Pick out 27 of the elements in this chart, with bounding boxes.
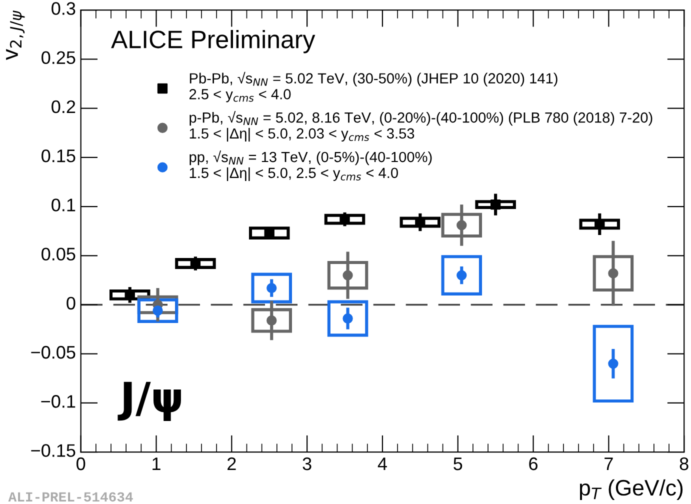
x-tick-label: 5 — [454, 458, 462, 470]
legend-label: p-Pb, √s$_{NN}$ = 5.02, 8.16 TeV, (0-20%)-(40-100%) (PLB 780 (2018) 7-20) 1.5 < |Δη| < 5.0, 2.03 < y$_{cms}$ < 3.53 — [190, 111, 652, 142]
x-tick-label: 2 — [228, 457, 236, 470]
y-tick-label: 0.2 — [52, 100, 76, 114]
y-tick-label: 0 — [66, 296, 76, 310]
text: ALI-PREL-514634 — [8, 492, 133, 502]
x-tick-label: 3 — [302, 457, 312, 470]
y-tick-label: 0.15 — [42, 149, 76, 162]
y-tick-label: −0.1 — [41, 395, 76, 408]
y-tick-label: 0.3 — [52, 2, 76, 15]
y-axis-title: v$_{2,J/ψ}$ — [6, 10, 25, 60]
y-tick-label: 0.1 — [52, 198, 76, 212]
text: Pb-Pb, √s$_{NN}$ = 5.02 TeV, (30-50%) (JHEP 10 (2020) 141) 2.5 < y$_{cms}$ < 4.0 — [189, 72, 558, 102]
x-tick-label: 1 — [152, 458, 160, 470]
x-tick-label: 0 — [76, 457, 86, 470]
x-tick-label: 7 — [604, 458, 613, 470]
y-tick-label: 0.05 — [42, 248, 76, 260]
y-tick-label: 0.25 — [42, 51, 76, 64]
y-tick-label: −0.15 — [31, 444, 76, 457]
annotation: ALICE Preliminary — [111, 30, 316, 54]
annotation: J/ψ — [118, 382, 181, 421]
x-tick-label: 4 — [378, 458, 387, 470]
y-tick-label: −0.05 — [31, 346, 76, 359]
legend-label: pp, √s$_{NN}$ = 13 TeV, (0-5%)-(40-100%) 1.5 < |Δη| < 5.0, 2.5 < y$_{cms}$ < 4.0 — [190, 150, 432, 182]
x-tick-label: 8 — [680, 457, 688, 470]
x-axis-title: p$_{T}$ (GeV/c) — [580, 479, 683, 500]
x-tick-label: 6 — [529, 457, 538, 470]
